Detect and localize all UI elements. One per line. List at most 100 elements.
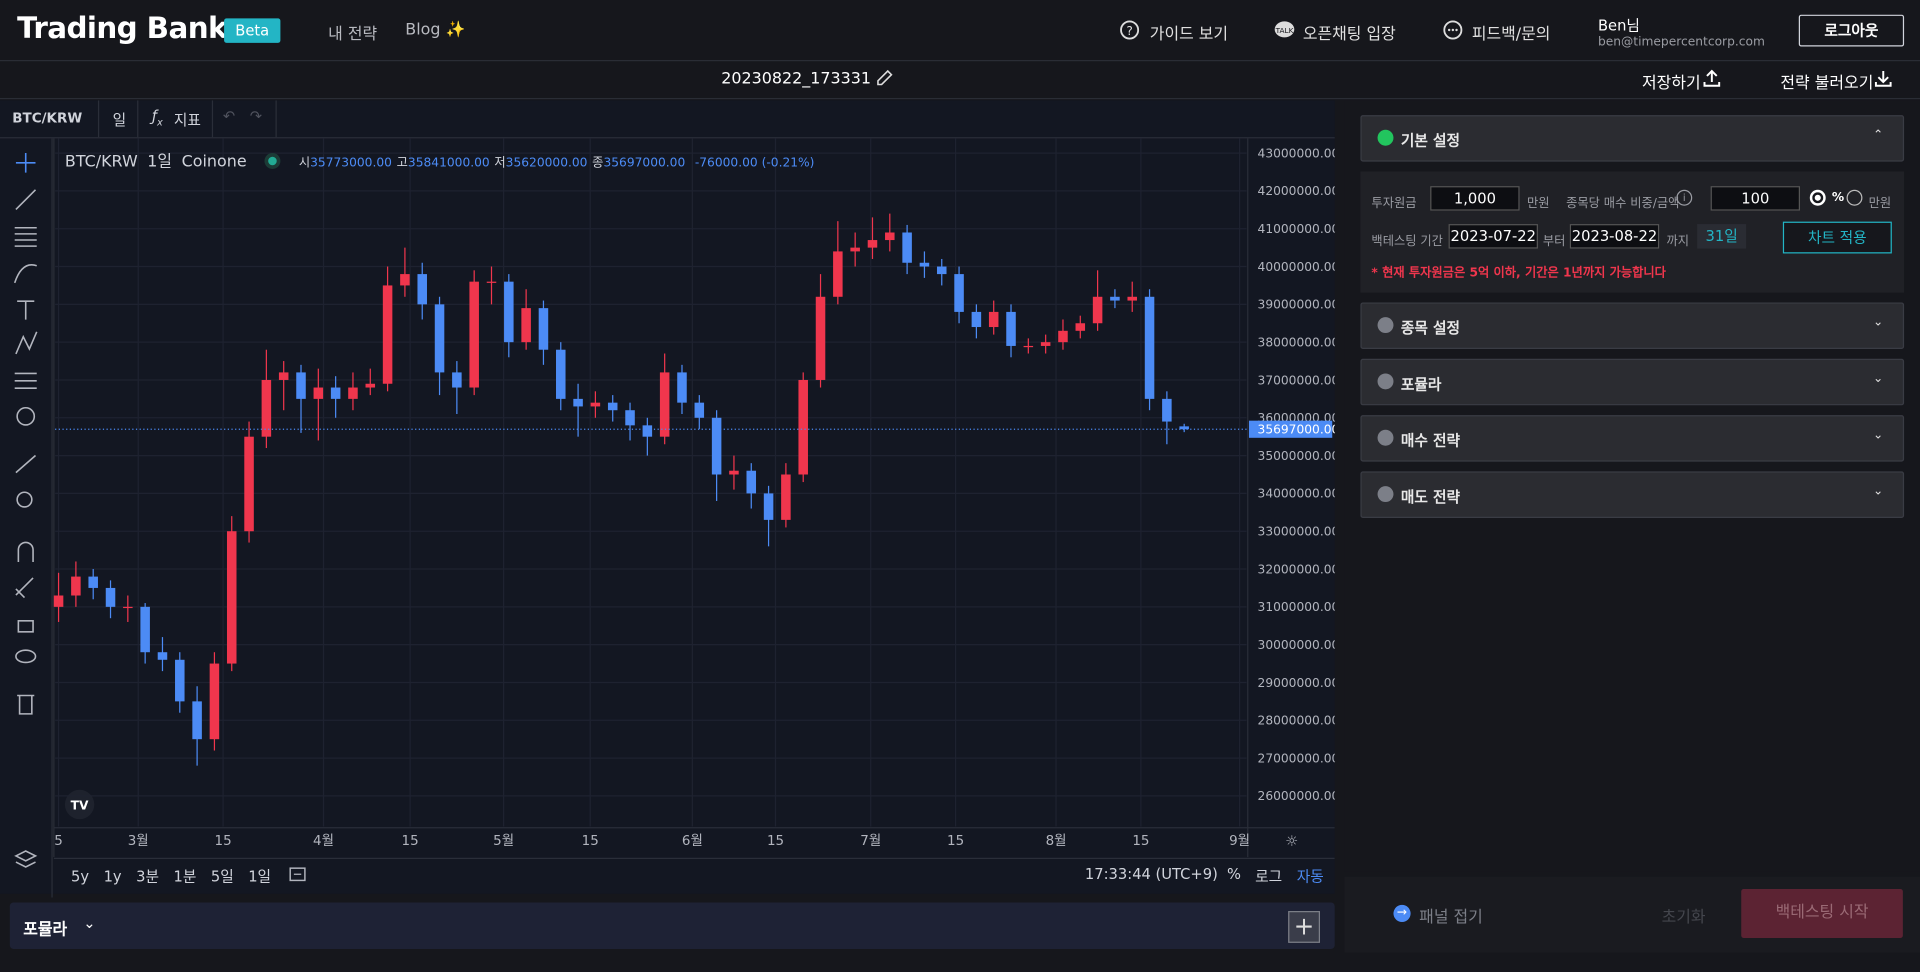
date-range-icon[interactable] <box>288 864 308 884</box>
feedback-link[interactable]: 피드백/문의 <box>1471 25 1551 45</box>
capital-unit: 만원 <box>1526 197 1550 211</box>
candle-body <box>936 266 947 275</box>
undo-icon[interactable]: ↶ <box>222 107 236 125</box>
magnet-tool[interactable] <box>17 541 34 563</box>
redo-icon[interactable]: ↷ <box>249 107 263 125</box>
tv-logo[interactable] <box>64 789 95 820</box>
candle-body <box>556 349 566 399</box>
apply-chart-button[interactable]: 차트 적용 <box>1782 221 1892 254</box>
radio-percent[interactable] <box>1809 189 1826 206</box>
lock-tool[interactable] <box>17 620 34 633</box>
save-button[interactable]: 저장하기 <box>1642 74 1701 94</box>
range-button[interactable]: 1일 <box>248 868 272 886</box>
reset-button[interactable]: 초기화 <box>1661 908 1706 927</box>
brush-tool[interactable] <box>13 264 37 284</box>
indicators-button[interactable]: 지표 <box>173 111 201 129</box>
section-title: 기본 설정 <box>1400 132 1461 150</box>
text-tool[interactable] <box>17 300 35 320</box>
info-icon[interactable]: i <box>1676 189 1693 206</box>
symbol-button[interactable]: BTC/KRW <box>12 110 83 127</box>
crosshair-tool[interactable] <box>15 153 36 173</box>
candle-body <box>330 387 341 399</box>
accordion-header[interactable]: 매수 전략 ⌄ <box>1360 415 1905 462</box>
nav-link[interactable]: Blog ✨ <box>405 20 466 40</box>
candle-body <box>1075 323 1086 331</box>
clock: 17:33:44 (UTC+9) <box>1084 865 1218 883</box>
candle-body <box>694 402 705 418</box>
range-button[interactable]: 5일 <box>210 868 234 886</box>
candle-body <box>677 372 687 403</box>
x-tick-label: 15 <box>1132 834 1149 849</box>
accordion-header[interactable]: 매도 전략 ⌄ <box>1360 471 1905 518</box>
weight-input[interactable]: 100 <box>1710 186 1801 211</box>
range-button[interactable]: 1y <box>103 868 122 886</box>
y-tick-label: 29000000.00 <box>1258 676 1335 690</box>
fib-tool[interactable] <box>14 226 37 247</box>
candle-body <box>486 281 497 283</box>
section-title: 매수 전략 <box>1400 432 1461 450</box>
candle-body <box>123 606 133 609</box>
basic-settings: 투자원금 1,000 만원 종목당 매수 비중/금액 i 100 % 만원 백테… <box>1360 171 1905 293</box>
trendline-tool[interactable] <box>15 189 37 210</box>
nav-link[interactable]: 내 전략 <box>328 25 378 45</box>
end-date[interactable]: 2023-08-22 <box>1569 224 1660 249</box>
collapse-panel-button[interactable]: 패널 접기 <box>1419 908 1483 927</box>
icon-tool[interactable] <box>16 406 36 426</box>
object-tree[interactable] <box>14 850 38 868</box>
zoom-tool[interactable] <box>16 491 33 508</box>
percent-toggle[interactable]: % <box>1226 865 1241 883</box>
formula-bar[interactable]: 포뮬라 ⌄ + <box>9 902 1335 949</box>
x-tick-label: 8월 <box>1046 833 1067 849</box>
high-value: 35841000.00 <box>407 156 490 171</box>
range-button[interactable]: 3분 <box>136 868 159 886</box>
stay-drawing-tool[interactable] <box>15 577 34 599</box>
openchat-link[interactable]: 오픈채팅 입장 <box>1302 25 1396 45</box>
download-icon <box>1874 71 1892 87</box>
radio-won[interactable] <box>1846 189 1863 206</box>
x-tick-label: 5월 <box>493 833 514 849</box>
y-tick-label: 30000000.00 <box>1258 638 1335 652</box>
accordion-header[interactable]: 기본 설정 ⌃ <box>1360 115 1905 162</box>
candle-body <box>781 474 791 520</box>
candle-body <box>954 274 964 312</box>
remove-tool[interactable] <box>17 694 35 715</box>
start-backtest-button[interactable]: 백테스팅 시작 <box>1741 888 1903 938</box>
accordion-header[interactable]: 포뮬라 ⌄ <box>1360 358 1905 406</box>
y-tick-label: 32000000.00 <box>1258 562 1335 576</box>
guide-link[interactable]: 가이드 보기 <box>1149 25 1229 45</box>
candle-body <box>1162 398 1172 422</box>
x-tick-label: 5 <box>54 834 63 849</box>
log-toggle[interactable]: 로그 <box>1255 868 1283 886</box>
logo[interactable]: Trading Bank <box>17 11 227 46</box>
candle-body <box>71 576 81 596</box>
auto-toggle[interactable]: 자동 <box>1296 868 1324 886</box>
candle-body <box>278 372 289 380</box>
until-label: 까지 <box>1666 235 1690 249</box>
days-count: 31일 <box>1697 224 1747 249</box>
candle-body <box>885 232 895 241</box>
hide-tool[interactable] <box>15 649 37 664</box>
candle-body <box>469 281 479 388</box>
start-date[interactable]: 2023-07-22 <box>1448 224 1538 249</box>
x-tick-label: 3월 <box>128 833 149 849</box>
candle-body <box>642 425 653 437</box>
x-tick-label: 7월 <box>860 833 881 849</box>
strategy-name[interactable]: 20230822_173331 <box>721 69 871 89</box>
accordion-header[interactable]: 종목 설정 ⌄ <box>1360 302 1905 349</box>
add-formula-button[interactable]: + <box>1288 911 1321 943</box>
load-button[interactable]: 전략 불러오기 <box>1780 74 1874 94</box>
ruler-tool[interactable] <box>15 454 37 474</box>
logout-button[interactable]: 로그아웃 <box>1798 14 1905 47</box>
prediction-tool[interactable] <box>14 372 37 389</box>
range-button[interactable]: 5y <box>71 868 90 886</box>
y-tick-label: 40000000.00 <box>1258 260 1335 274</box>
interval-button[interactable]: 일 <box>112 111 127 129</box>
low-value: 35620000.00 <box>505 156 588 171</box>
pattern-tool[interactable] <box>15 331 38 355</box>
candle-body <box>140 606 150 653</box>
candle-body <box>607 402 618 411</box>
edit-icon[interactable] <box>874 69 894 89</box>
range-button[interactable]: 1분 <box>173 868 197 886</box>
candle-body <box>1058 330 1068 343</box>
capital-input[interactable]: 1,000 <box>1430 186 1520 211</box>
